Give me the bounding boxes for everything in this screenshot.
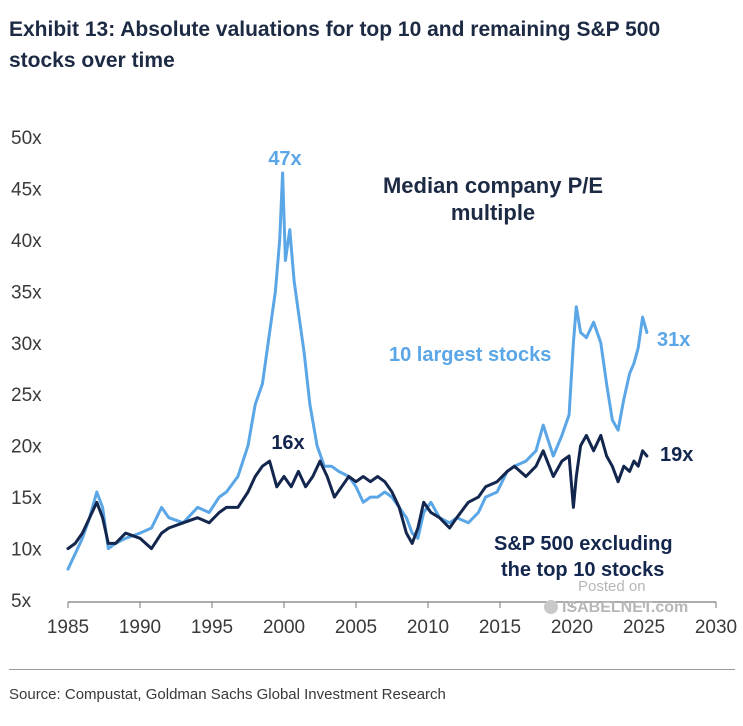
- y-tick-label: 20x: [11, 437, 42, 458]
- series-label-top10: 10 largest stocks: [389, 344, 551, 366]
- x-tick-label: 1985: [47, 617, 89, 638]
- source-note: Source: Compustat, Goldman Sachs Global …: [9, 686, 446, 703]
- y-tick-label: 45x: [11, 179, 42, 200]
- x-tick-label: 1990: [119, 617, 161, 638]
- x-tick-label: 2025: [623, 617, 665, 638]
- title-line-2: stocks over time: [9, 49, 175, 72]
- x-tick-label: 1995: [191, 617, 233, 638]
- pe-line-chart: 5x 10x 15x 20x 25x 30x 35x 40x 45x 50x 1985 1990 199…: [11, 128, 737, 638]
- series-line-rest: [66, 433, 649, 551]
- x-tick-label: 2015: [479, 617, 521, 638]
- y-tick-label: 30x: [11, 334, 42, 355]
- y-tick-label: 35x: [11, 282, 42, 303]
- y-tick-label: 5x: [11, 591, 32, 612]
- x-tick-label: 2030: [695, 617, 737, 638]
- y-tick-label: 40x: [11, 231, 42, 252]
- watermark: Posted on ISABELNET.com: [544, 578, 688, 616]
- y-tick-label: 25x: [11, 385, 42, 406]
- watermark-line-2: ISABELNET.com: [562, 599, 688, 616]
- chart-labels: Median company P/E multiple 10 largest s…: [268, 148, 693, 581]
- watermark-logo-icon: [544, 600, 558, 614]
- x-tick-label: 2010: [407, 617, 449, 638]
- series-lines: [66, 171, 649, 571]
- x-tick-label: 2005: [335, 617, 377, 638]
- x-tick-label: 2020: [551, 617, 593, 638]
- y-tick-label: 15x: [11, 488, 42, 509]
- series-label-rest-line-1: S&P 500 excluding: [494, 533, 673, 555]
- series-label-rest-line-2: the top 10 stocks: [501, 559, 664, 581]
- watermark-line-1: Posted on: [578, 578, 646, 595]
- annotation-16x: 16x: [271, 432, 304, 454]
- annotation-19x: 19x: [660, 444, 693, 466]
- footer-divider: [9, 669, 735, 670]
- annotation-31x: 31x: [657, 329, 690, 351]
- title-line-1: Exhibit 13: Absolute valuations for top …: [9, 18, 661, 41]
- y-tick-label: 10x: [11, 540, 42, 561]
- x-tick-label: 2000: [263, 617, 305, 638]
- axes: 5x 10x 15x 20x 25x 30x 35x 40x 45x 50x 1985 1990 199…: [11, 128, 737, 638]
- y-tick-label: 50x: [11, 128, 42, 149]
- series-line-top10: [66, 171, 649, 571]
- inner-chart-title-line-1: Median company P/E: [383, 173, 603, 198]
- annotation-47x: 47x: [268, 148, 301, 170]
- inner-chart-title-line-2: multiple: [451, 200, 535, 225]
- chart-title: Exhibit 13: Absolute valuations for top …: [9, 14, 729, 76]
